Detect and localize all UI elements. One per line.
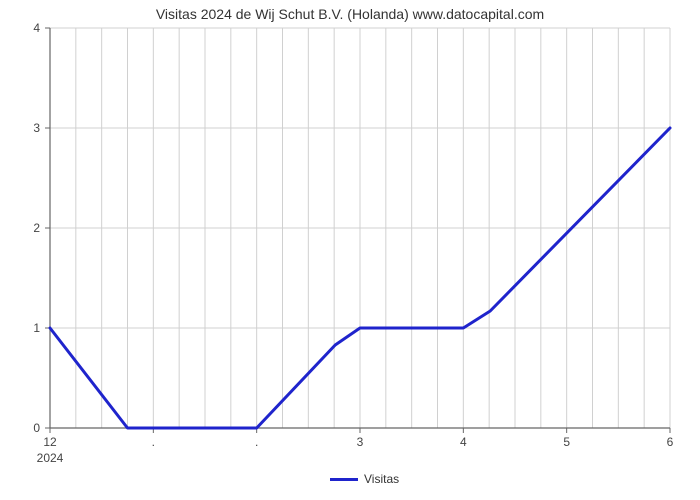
svg-text:2: 2 xyxy=(33,221,40,235)
svg-text:5: 5 xyxy=(563,435,570,449)
svg-text:12: 12 xyxy=(43,435,57,449)
svg-text:4: 4 xyxy=(33,21,40,35)
chart-container: Visitas 2024 de Wij Schut B.V. (Holanda)… xyxy=(0,0,700,500)
legend-label: Visitas xyxy=(364,472,399,486)
legend: Visitas xyxy=(330,472,399,486)
svg-text:1: 1 xyxy=(33,321,40,335)
chart-svg: 0123412..34562024 xyxy=(0,0,700,500)
svg-text:6: 6 xyxy=(667,435,674,449)
svg-text:3: 3 xyxy=(33,121,40,135)
svg-text:.: . xyxy=(255,435,258,449)
svg-text:2024: 2024 xyxy=(37,451,64,465)
svg-text:4: 4 xyxy=(460,435,467,449)
svg-text:3: 3 xyxy=(357,435,364,449)
svg-text:0: 0 xyxy=(33,421,40,435)
svg-text:.: . xyxy=(152,435,155,449)
legend-line xyxy=(330,478,358,481)
